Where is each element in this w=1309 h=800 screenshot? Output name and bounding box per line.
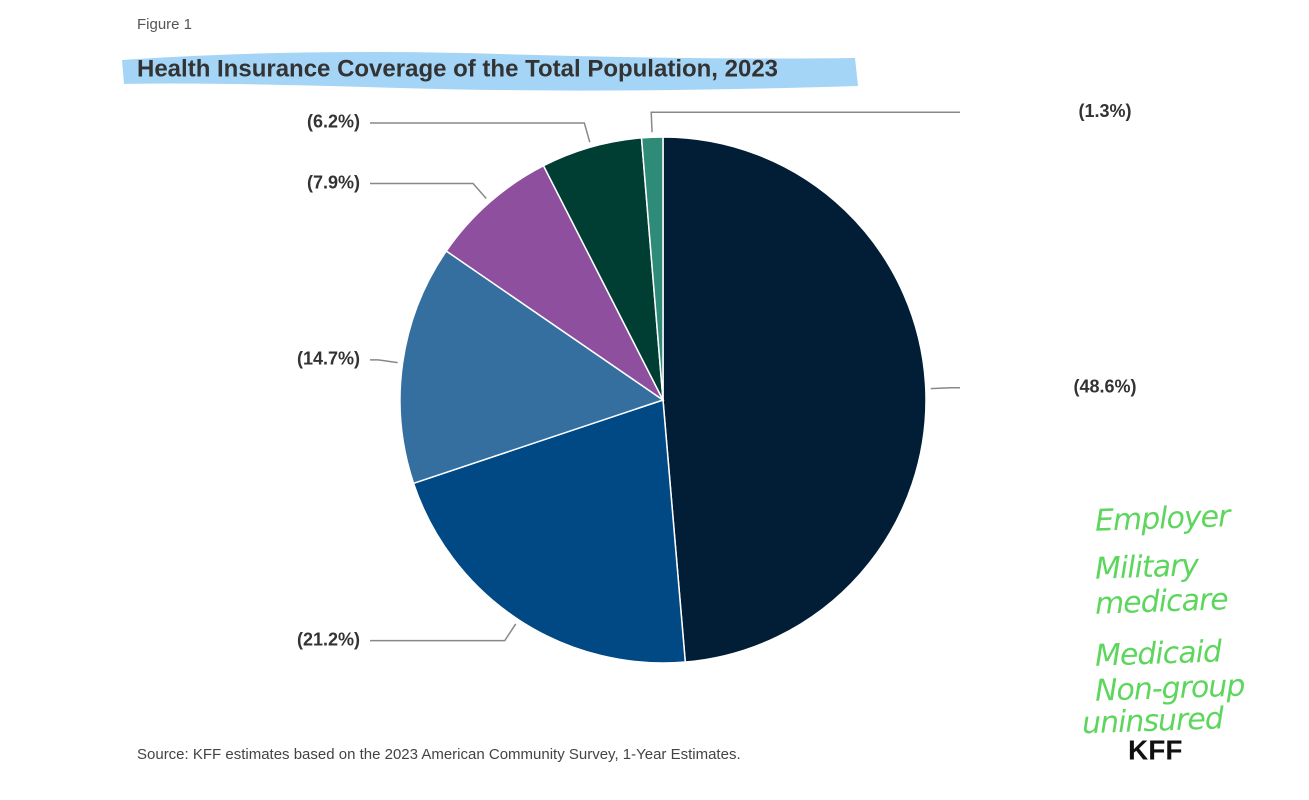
pie-slice [412,398,687,664]
value-label: (6.2%) [307,112,360,132]
value-label: (1.3%) [1078,101,1131,121]
highlight [122,52,858,91]
handwritten-note: Non-group [1094,669,1245,709]
value-label: (21.2%) [297,629,360,649]
leader-line [370,122,591,143]
handwritten-note: uninsured [1081,701,1225,741]
pie-slice [399,249,665,485]
leader-line [370,623,517,642]
pie-slice [445,164,664,401]
value-label: (14.7%) [297,349,360,369]
pie-slice [640,136,664,401]
handwritten-note: Medicaid [1094,634,1223,673]
handwritten-note: Military [1094,548,1201,587]
handwritten-note: medicare [1094,582,1228,622]
leader-line [650,111,960,133]
pie: (48.6%) (21.2%) (14.7%) (7.9%) (6.2%) (1.3%) [297,101,1137,664]
figure-label: Figure 1 [137,16,192,33]
logo: KFF [1128,734,1182,765]
leader-line [370,359,398,364]
leader-line [930,387,960,390]
pie-slice [662,136,927,663]
chart-title: Health Insurance Coverage of the Total P… [137,55,778,82]
leader-line [370,182,487,200]
value-label: (48.6%) [1073,377,1136,397]
value-label: (7.9%) [307,172,360,192]
handwritten-note: Employer [1094,499,1232,539]
source: Source: KFF estimates based on the 2023 … [137,746,741,763]
